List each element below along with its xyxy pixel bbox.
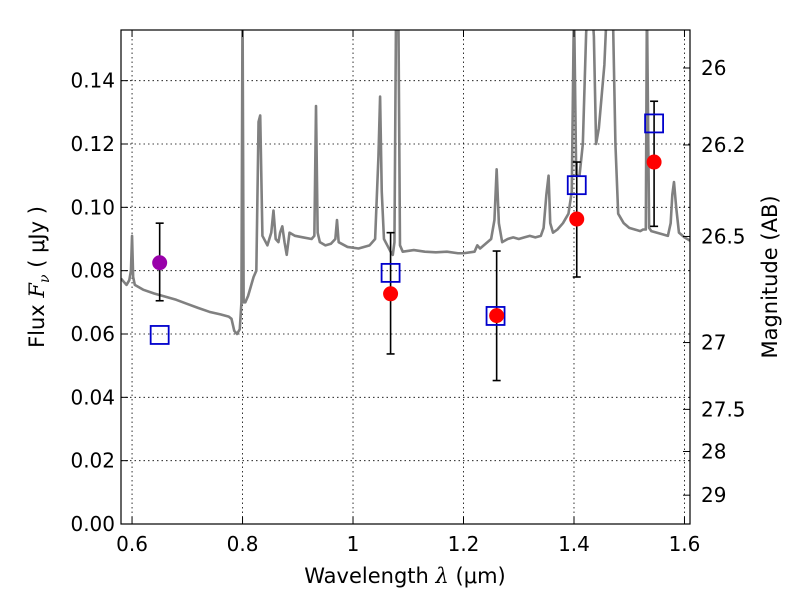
model-spectrum (121, 30, 690, 336)
model-photometry-square (380, 262, 401, 283)
x-axis-label: Wavelength λ (μm) (304, 564, 505, 588)
magnitude-tick-label: 28 (701, 439, 726, 463)
y-tick-label: 0.00 (70, 512, 115, 536)
observed-photometry-point (489, 308, 505, 324)
y-tick-label: 0.14 (70, 69, 115, 93)
y-tick-label: 0.12 (70, 132, 115, 156)
magnitude-tick-label: 27.5 (701, 397, 746, 421)
y-tick-label: 0.04 (70, 385, 115, 409)
grid-lines (121, 30, 690, 525)
model-photometry-square (644, 113, 664, 134)
observed-photometry-point (569, 211, 585, 227)
x-tick-label: 1.6 (669, 532, 701, 556)
magnitude-axis-label: Magnitude (AB) (758, 195, 782, 358)
y-tick-label: 0.02 (70, 449, 115, 473)
plot-frame (120, 29, 691, 525)
magnitude-tick-label: 27 (701, 331, 726, 355)
magnitude-tick-label: 26 (701, 56, 726, 80)
magnitude-tick-label: 26.2 (701, 133, 746, 157)
observed-photometry-point (152, 255, 168, 271)
model-photometry-square (149, 325, 170, 345)
model-spectrum-line (121, 30, 690, 336)
x-axis-ticks: 0.6 0.8 1 1.2 1.4 1.6 (116, 30, 700, 556)
x-tick-label: 1 (347, 532, 360, 556)
x-tick-label: 1.4 (558, 532, 590, 556)
model-photometry-square (566, 175, 587, 196)
model-photometry-square (485, 306, 506, 326)
observed-photometry-point (383, 286, 399, 302)
x-tick-label: 0.6 (116, 532, 148, 556)
y-tick-label: 0.10 (70, 195, 115, 219)
x-tick-label: 0.8 (227, 532, 259, 556)
y-tick-label: 0.06 (70, 322, 115, 346)
y-axis-ticks: 0.00 0.02 0.04 0.06 0.08 0.10 0.12 0.14 (70, 69, 128, 536)
observed-photometry-point (646, 154, 662, 170)
y-axis-label: Flux Fν ( μJy ) (25, 206, 53, 348)
x-tick-label: 1.2 (448, 532, 480, 556)
magnitude-tick-label: 29 (701, 483, 726, 507)
y-tick-label: 0.08 (70, 259, 115, 283)
data-markers (149, 113, 664, 345)
magnitude-axis-ticks: 26 26.2 26.5 27 27.5 28 29 (683, 56, 746, 507)
magnitude-tick-label: 26.5 (701, 224, 746, 248)
